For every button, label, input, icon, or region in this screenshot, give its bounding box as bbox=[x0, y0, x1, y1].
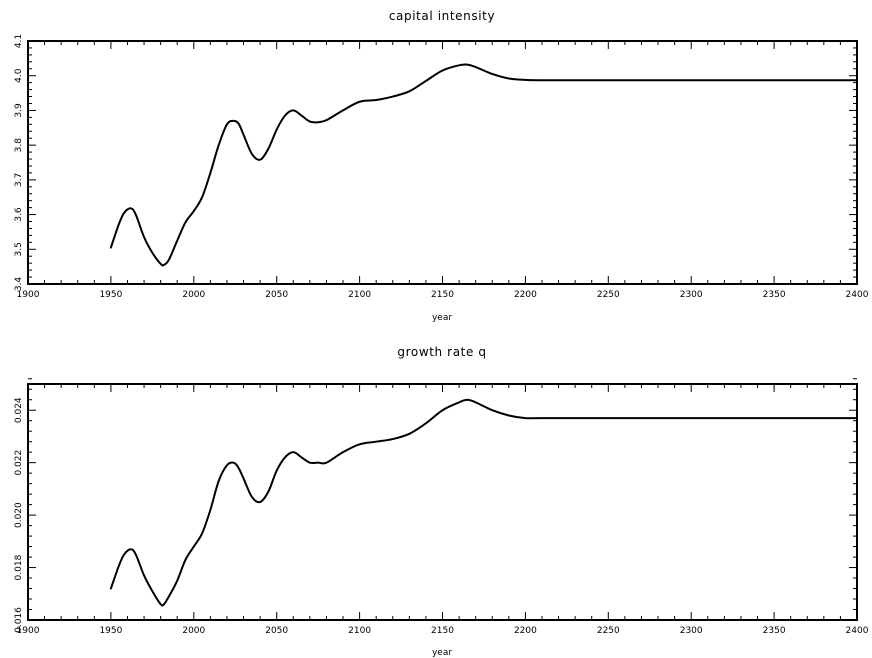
capital-intensity-y-tick-label: 3.6 bbox=[14, 207, 24, 222]
capital-intensity-x-tick-label: 2350 bbox=[763, 290, 786, 300]
capital-intensity-x-tick-label: 2100 bbox=[348, 290, 371, 300]
capital-intensity-y-tick-label: 3.8 bbox=[14, 138, 24, 153]
growth-rate-x-tick-label: 2300 bbox=[680, 626, 703, 636]
growth-rate-x-tick-label: 2400 bbox=[846, 626, 869, 636]
growth-rate-line bbox=[109, 398, 858, 607]
capital-intensity-x-tick-label: 1950 bbox=[99, 290, 122, 300]
capital-intensity-x-tick-label: 1900 bbox=[17, 290, 40, 300]
growth-rate-x-tick-label: 2250 bbox=[597, 626, 620, 636]
growth-rate-y-tick-label: 0.016 bbox=[14, 607, 24, 633]
capital-intensity-plot-frame bbox=[27, 40, 858, 285]
growth-rate-x-tick-label: 1900 bbox=[17, 626, 40, 636]
capital-intensity-x-tick-label: 2400 bbox=[846, 290, 869, 300]
capital-intensity-x-tick-label: 2150 bbox=[431, 290, 454, 300]
growth-rate-plot-frame bbox=[27, 383, 858, 621]
growth-rate-x-axis-label: year bbox=[432, 648, 452, 658]
growth-rate-x-tick-label: 1950 bbox=[99, 626, 122, 636]
capital-intensity-ticks: 1900 1950 2000 2050 2100 2150 2200 2250 2300 2350… bbox=[14, 34, 869, 300]
growth-rate-x-tick-label: 2100 bbox=[348, 626, 371, 636]
capital-intensity-line bbox=[109, 63, 858, 267]
growth-rate-x-tick-label: 2150 bbox=[431, 626, 454, 636]
growth-rate-y-tick-label: 0.020 bbox=[14, 502, 24, 528]
growth-rate-x-tick-label: 2350 bbox=[763, 626, 786, 636]
growth-rate-y-tick-label: 0.024 bbox=[14, 397, 24, 423]
growth-rate-y-tick-label: 0.022 bbox=[14, 450, 24, 476]
capital-intensity-panel: capital intensity year 1900 1950 2000 2050 2… bbox=[14, 9, 869, 323]
capital-intensity-x-tick-label: 2300 bbox=[680, 290, 703, 300]
capital-intensity-y-tick-label: 3.4 bbox=[14, 277, 24, 292]
growth-rate-panel: growth rate q year 1900 1950 2000 2050 2100 2… bbox=[14, 345, 869, 658]
capital-intensity-y-tick-label: 3.9 bbox=[14, 103, 24, 118]
capital-intensity-x-tick-label: 2250 bbox=[597, 290, 620, 300]
growth-rate-title: growth rate q bbox=[397, 345, 486, 359]
capital-intensity-y-tick-label: 4.1 bbox=[14, 34, 24, 48]
capital-intensity-y-tick-label: 3.5 bbox=[14, 242, 24, 256]
capital-intensity-y-tick-label: 4.0 bbox=[14, 68, 24, 83]
growth-rate-ticks: 1900 1950 2000 2050 2100 2150 2200 2250 2300 2350… bbox=[14, 378, 869, 636]
capital-intensity-x-tick-label: 2050 bbox=[265, 290, 288, 300]
growth-rate-y-tick-label: 0.018 bbox=[14, 554, 24, 580]
capital-intensity-x-tick-label: 2000 bbox=[182, 290, 205, 300]
growth-rate-x-tick-label: 2200 bbox=[514, 626, 537, 636]
capital-intensity-y-tick-label: 3.7 bbox=[14, 173, 24, 187]
growth-rate-x-tick-label: 2050 bbox=[265, 626, 288, 636]
capital-intensity-x-axis-label: year bbox=[432, 313, 452, 323]
capital-intensity-title: capital intensity bbox=[389, 9, 495, 23]
capital-intensity-x-tick-label: 2200 bbox=[514, 290, 537, 300]
growth-rate-x-tick-label: 2000 bbox=[182, 626, 205, 636]
